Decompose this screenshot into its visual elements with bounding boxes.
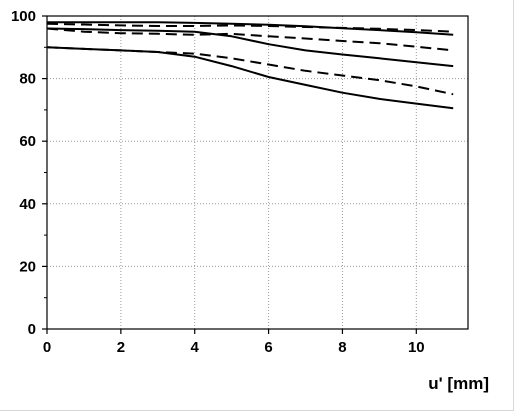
x-tick-label: 2 xyxy=(117,339,125,356)
plot-border xyxy=(46,15,469,330)
y-tick-label: 0 xyxy=(28,321,36,338)
series-group xyxy=(46,21,454,110)
series-line-1-solid xyxy=(47,21,454,36)
y-tick-label: 40 xyxy=(19,196,36,213)
series-line-3-solid xyxy=(46,27,454,68)
x-tick-label: 8 xyxy=(338,339,346,356)
x-tick-label: 10 xyxy=(408,339,425,356)
y-tick-label: 20 xyxy=(19,258,36,275)
series-line-5-solid xyxy=(46,46,454,110)
axes xyxy=(42,15,469,334)
y-tick-label: 100 xyxy=(11,8,36,25)
y-tick-label: 60 xyxy=(19,133,36,150)
y-tick-label: 80 xyxy=(19,71,36,88)
x-tick-label: 0 xyxy=(43,339,51,356)
x-axis-title: u' [mm] xyxy=(428,374,489,393)
x-tick-label: 6 xyxy=(264,339,272,356)
series-line-6-dashed xyxy=(46,46,454,96)
x-tick-label: 4 xyxy=(191,339,200,356)
